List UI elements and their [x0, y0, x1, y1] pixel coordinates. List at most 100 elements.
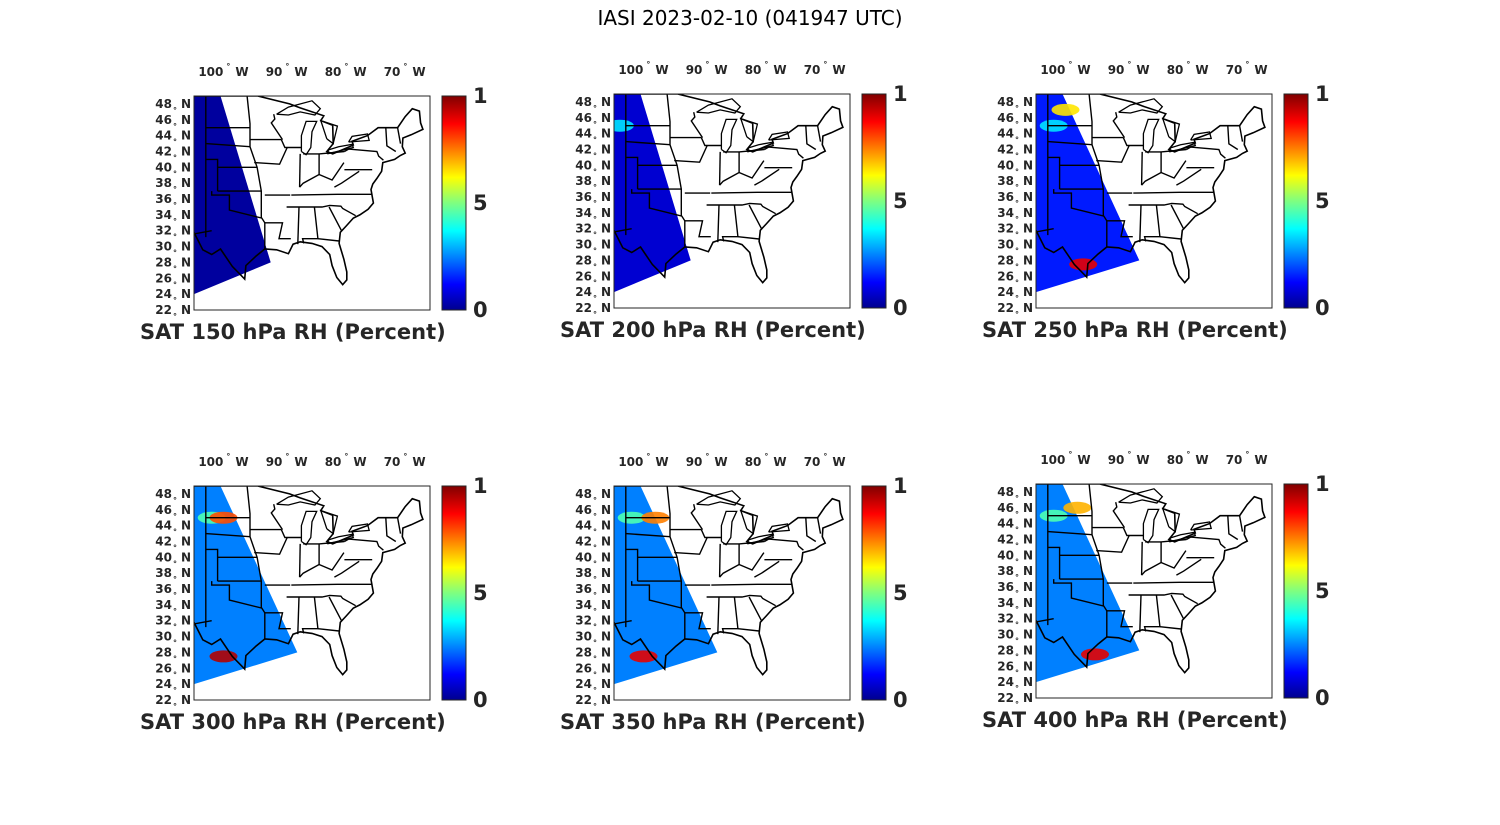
degree-mark: ° — [1186, 60, 1190, 69]
degree-mark: ° — [1015, 621, 1019, 630]
lat-tick-suffix: N — [181, 630, 191, 644]
state-border — [246, 486, 263, 609]
lon-tick-label: 70 — [384, 65, 401, 79]
lake-outline — [319, 119, 339, 145]
lat-tick-suffix: N — [181, 614, 191, 628]
lat-tick-suffix: N — [601, 677, 611, 691]
degree-mark: ° — [1015, 294, 1019, 303]
state-border — [264, 612, 291, 630]
degree-mark: ° — [593, 183, 597, 192]
lat-tick-label: 46 — [155, 113, 172, 127]
state-border — [1176, 168, 1202, 186]
state-border — [754, 168, 780, 186]
lat-tick-suffix: N — [601, 95, 611, 109]
lat-tick-suffix: N — [601, 142, 611, 156]
lat-tick-label: 42 — [997, 532, 1014, 546]
state-border — [614, 620, 632, 625]
state-border — [718, 543, 721, 578]
state-border — [334, 560, 360, 578]
map-svg: 100 ° W 90 ° W 80 ° W 70 ° W48 ° N46 ° N44 ° N42 ° N40 ° N38 °… — [155, 452, 517, 712]
rh-swath — [1036, 484, 1140, 683]
degree-mark: ° — [344, 62, 348, 71]
lat-tick-suffix: N — [601, 238, 611, 252]
lake-outline — [1118, 98, 1164, 114]
data-layer — [194, 96, 424, 295]
rh-swath — [614, 486, 718, 685]
data-layer — [614, 486, 844, 685]
lat-tick-suffix: N — [601, 534, 611, 548]
degree-mark: ° — [593, 151, 597, 160]
lat-tick-label: 22 — [575, 301, 592, 315]
lat-tick-suffix: N — [181, 677, 191, 691]
lat-tick-suffix: N — [181, 582, 191, 596]
degree-mark: ° — [593, 199, 597, 208]
rh-swath — [1036, 94, 1140, 293]
lat-tick-label: 38 — [997, 564, 1014, 578]
lon-tick-label: 90 — [686, 63, 703, 77]
state-border — [205, 158, 219, 192]
degree-mark: ° — [173, 702, 177, 711]
map-frame — [613, 485, 851, 701]
lat-tick-label: 46 — [155, 503, 172, 517]
degree-mark: ° — [593, 247, 597, 256]
state-border — [690, 504, 704, 530]
lat-tick-label: 34 — [575, 206, 592, 220]
state-border — [737, 628, 760, 632]
degree-mark: ° — [1015, 262, 1019, 271]
state-border — [764, 538, 804, 551]
rh-moist-patch — [1081, 648, 1109, 661]
lon-tick-label: 80 — [745, 455, 762, 469]
map-frame — [193, 485, 431, 701]
lat-tick-label: 40 — [575, 550, 592, 564]
colorbar — [1283, 93, 1309, 309]
lon-tick-label: 70 — [1226, 63, 1243, 77]
state-border — [317, 238, 340, 242]
colorbar-tick-label: 0 — [1315, 296, 1330, 320]
degree-mark: ° — [1015, 668, 1019, 677]
lon-tick-label: 80 — [325, 65, 342, 79]
lon-tick-suffix: W — [655, 455, 668, 469]
lat-tick-label: 44 — [997, 127, 1014, 141]
degree-mark: ° — [705, 452, 709, 461]
state-border — [1176, 558, 1202, 576]
lon-tick-suffix: W — [294, 455, 307, 469]
degree-mark: ° — [1015, 494, 1019, 503]
degree-mark: ° — [173, 201, 177, 210]
lat-tick-label: 38 — [575, 566, 592, 580]
coastline — [194, 486, 424, 676]
lat-tick-suffix: N — [1023, 206, 1033, 220]
lat-tick-label: 32 — [155, 224, 172, 238]
lat-tick-label: 38 — [575, 174, 592, 188]
lat-tick-suffix: N — [1023, 548, 1033, 562]
degree-mark: ° — [1186, 450, 1190, 459]
panel-title: SAT 150 hPa RH (Percent) — [140, 320, 446, 344]
lat-tick-label: 44 — [575, 519, 592, 533]
state-border — [1047, 530, 1093, 536]
lat-tick-label: 44 — [155, 129, 172, 143]
lat-tick-label: 46 — [997, 111, 1014, 125]
state-border — [205, 548, 219, 582]
state-border — [385, 127, 397, 153]
rh-swath — [194, 486, 298, 685]
lon-tick-suffix: W — [353, 65, 366, 79]
state-border — [625, 140, 671, 146]
state-border — [630, 189, 686, 247]
lon-tick-label: 80 — [1167, 63, 1184, 77]
degree-mark: ° — [593, 120, 597, 129]
degree-mark: ° — [1015, 247, 1019, 256]
lon-tick-suffix: W — [353, 455, 366, 469]
degree-mark: ° — [1015, 278, 1019, 287]
lat-tick-suffix: N — [1023, 127, 1033, 141]
degree-mark: ° — [173, 217, 177, 226]
degree-mark: ° — [1015, 231, 1019, 240]
state-border — [719, 160, 765, 186]
degree-mark: ° — [705, 60, 709, 69]
state-border — [1122, 527, 1144, 537]
state-border — [396, 517, 402, 534]
lat-tick-suffix: N — [1023, 269, 1033, 283]
degree-mark: ° — [1127, 450, 1131, 459]
state-border — [711, 583, 792, 586]
state-border — [711, 191, 792, 194]
lat-tick-suffix: N — [601, 111, 611, 125]
lake-outline — [300, 510, 318, 546]
